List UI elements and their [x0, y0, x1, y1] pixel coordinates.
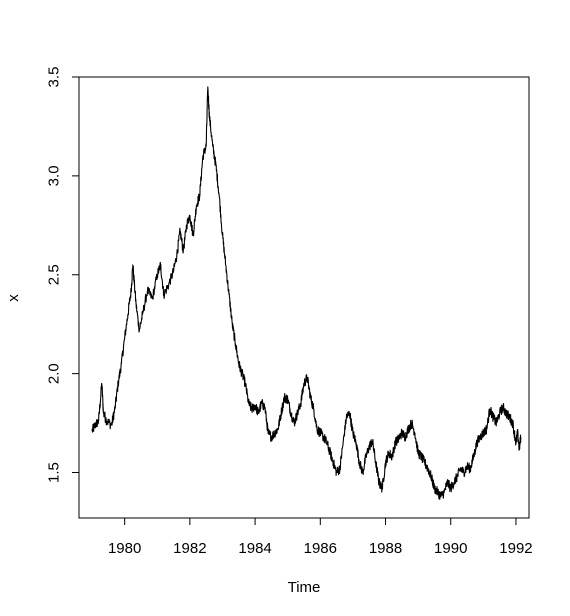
x-tick-label: 1992 — [499, 540, 532, 557]
x-tick-label: 1988 — [369, 540, 402, 557]
x-tick-label: 1986 — [304, 540, 337, 557]
series-line — [91, 86, 522, 500]
y-tick-label: 3.5 — [46, 67, 63, 88]
y-axis: 1.5 2.0 2.5 3.0 3.5 — [46, 67, 80, 483]
y-tick-label: 1.5 — [46, 462, 63, 483]
x-tick-label: 1982 — [173, 540, 206, 557]
y-tick-label: 2.0 — [46, 363, 63, 384]
x-axis-title: Time — [288, 579, 321, 596]
y-tick-label: 3.0 — [46, 165, 63, 186]
x-tick-label: 1990 — [434, 540, 467, 557]
y-axis-title: x — [5, 294, 22, 302]
series-layer — [91, 86, 522, 500]
x-axis: 1980 1982 1984 1986 1988 1990 1992 — [108, 517, 533, 557]
x-tick-label: 1984 — [238, 540, 271, 557]
x-tick-label: 1980 — [108, 540, 141, 557]
y-tick-label: 2.5 — [46, 264, 63, 285]
